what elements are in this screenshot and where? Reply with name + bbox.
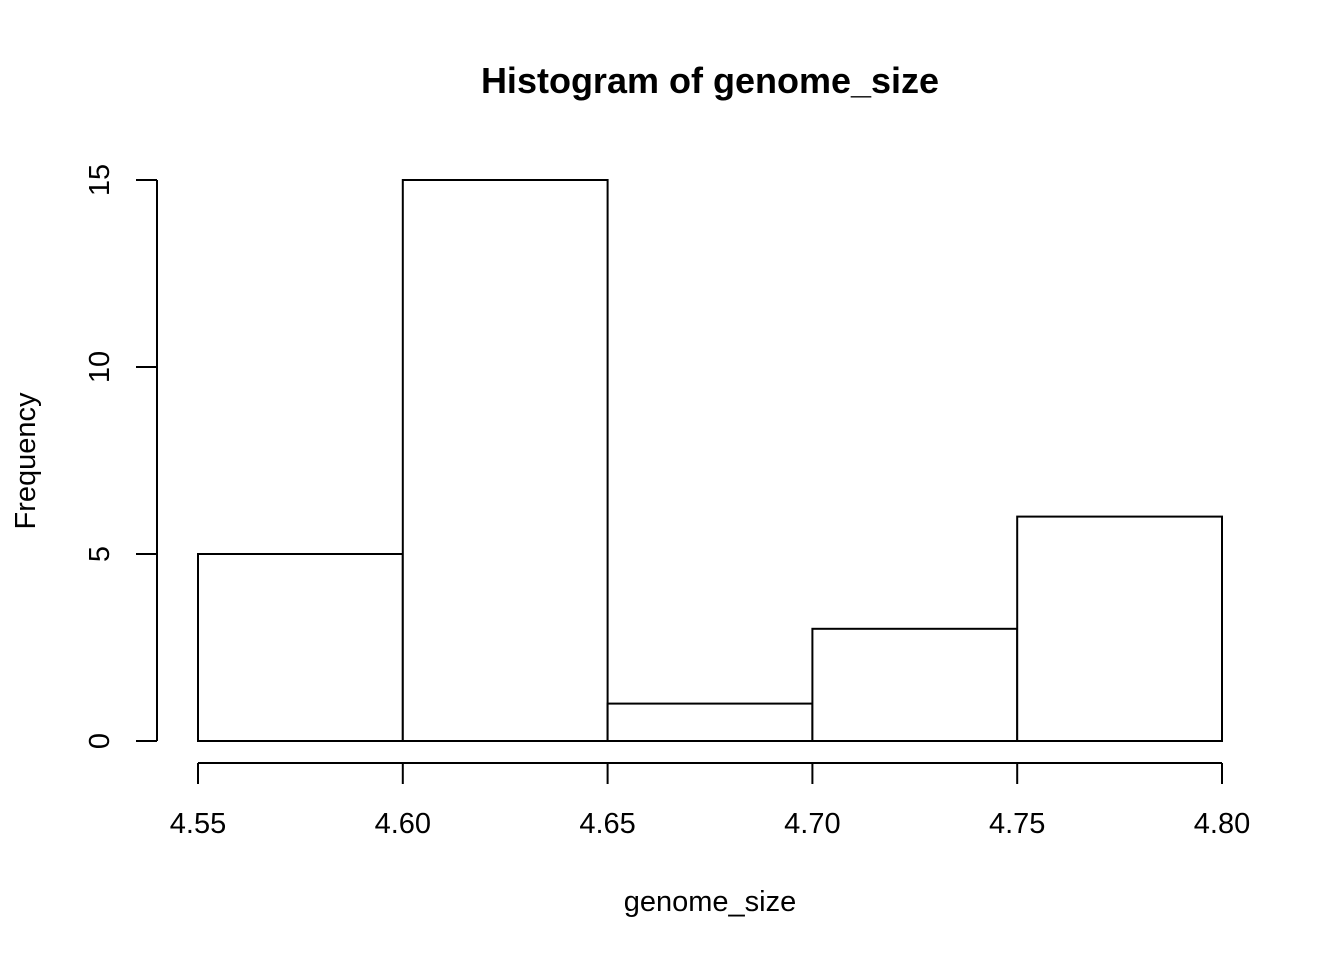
y-tick-label: 5 [84,546,116,562]
x-tick-label: 4.55 [170,808,226,840]
x-tick-label: 4.75 [989,808,1045,840]
x-tick-label: 4.60 [375,808,431,840]
x-axis-label: genome_size [624,886,797,918]
y-tick-label: 0 [84,733,116,749]
histogram-bar-2 [401,179,609,742]
histogram-bar-5 [1016,515,1224,742]
y-axis-label: Frequency [10,392,42,530]
y-tick-label: 15 [84,164,116,196]
x-tick-label: 4.70 [784,808,840,840]
histogram-bar-4 [811,627,1019,742]
histogram-bar-1 [197,553,404,742]
x-tick-label: 4.80 [1194,808,1250,840]
x-axis: 4.55 4.60 4.65 4.70 4.75 4.80 [170,762,1250,840]
chart-title: Histogram of genome_size [481,60,939,101]
bars-group [197,179,1224,742]
y-tick-label: 10 [84,351,116,383]
x-tick-label: 4.65 [579,808,635,840]
y-axis: 0 5 10 15 [84,164,158,749]
histogram-bar-3 [606,702,814,742]
